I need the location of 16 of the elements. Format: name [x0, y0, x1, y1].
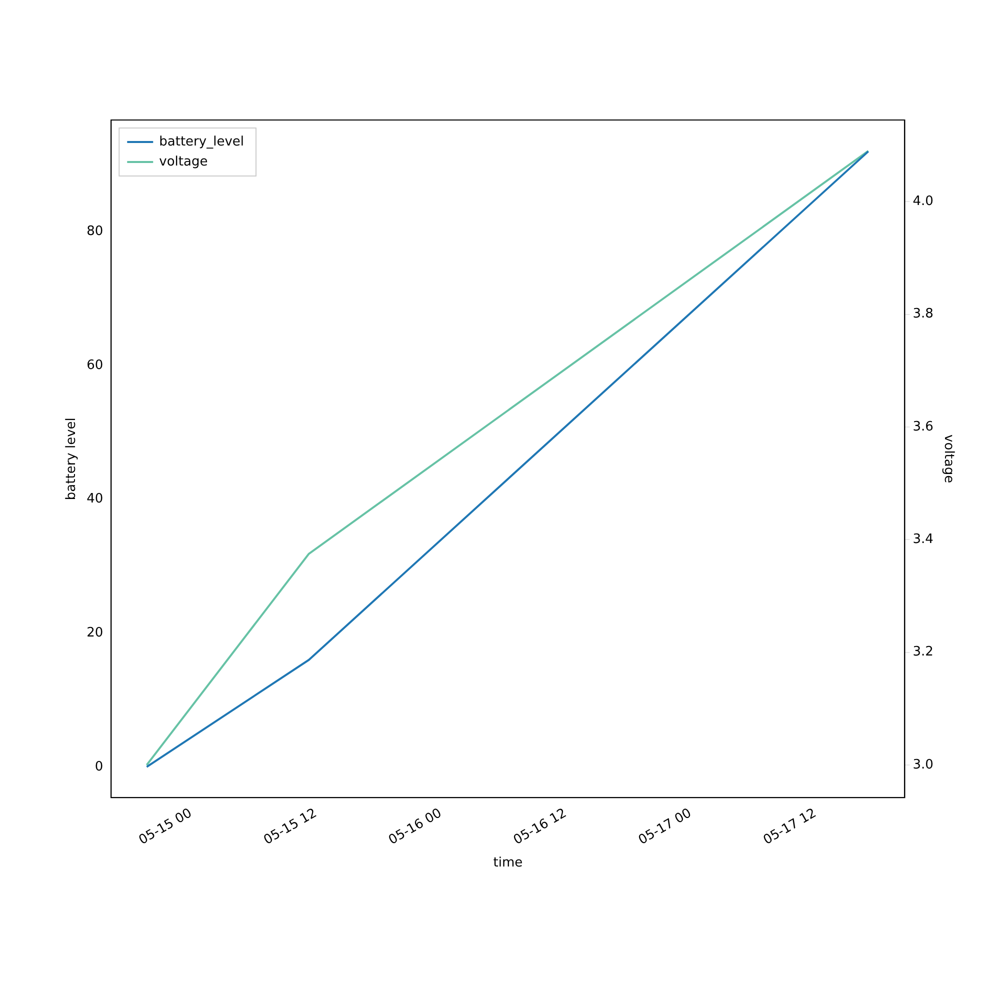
- y-tick-label: 60: [86, 358, 104, 373]
- y2-axis-title: voltage: [940, 434, 956, 484]
- y2-tick-label: 3.0: [912, 757, 934, 772]
- y-tick-label: 80: [86, 224, 104, 240]
- y2-tick-label: 3.8: [912, 306, 934, 322]
- y-tick-label: 20: [86, 625, 104, 640]
- y-axis-title: battery level: [64, 418, 80, 500]
- y-tick-label: 0: [94, 759, 104, 774]
- y-tick-label: 40: [86, 492, 104, 507]
- y2-tick-label: 4.0: [912, 194, 934, 210]
- legend-label: voltage: [159, 154, 208, 170]
- legend-label: battery_level: [159, 134, 244, 150]
- x-axis-title: time: [493, 856, 523, 871]
- y2-tick-label: 3.4: [912, 532, 934, 548]
- y2-tick-label: 3.6: [912, 419, 934, 434]
- y2-tick-label: 3.2: [912, 644, 934, 660]
